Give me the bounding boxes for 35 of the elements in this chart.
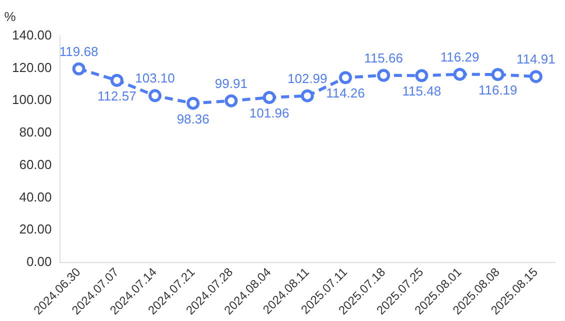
- data-label: 112.57: [98, 88, 136, 104]
- y-axis-title: %: [4, 9, 16, 24]
- data-label: 116.19: [478, 82, 518, 98]
- point: [377, 68, 390, 82]
- data-label: 99.91: [214, 76, 248, 91]
- point: [529, 70, 542, 84]
- point: [148, 89, 162, 102]
- y-tick-label: 20.00: [19, 222, 52, 237]
- data-label: 102.99: [288, 70, 328, 86]
- data-label: 116.29: [440, 49, 480, 64]
- data-label: 114.91: [516, 52, 556, 67]
- y-tick-label: 0.00: [26, 254, 52, 269]
- point: [491, 68, 504, 81]
- data-label: 98.36: [176, 111, 210, 126]
- data-label: 115.48: [402, 84, 442, 99]
- data-label: 119.68: [59, 44, 98, 59]
- data-label: 114.26: [326, 86, 365, 101]
- point: [110, 74, 124, 87]
- data-label: 103.10: [135, 70, 175, 86]
- data-label: 115.66: [364, 50, 403, 66]
- data-label: 101.96: [249, 106, 290, 121]
- y-tick-label: 120.00: [12, 60, 52, 75]
- y-tick-label: 40.00: [19, 189, 52, 204]
- y-tick-label: 80.00: [19, 124, 52, 140]
- y-tick-label: 140.00: [12, 28, 52, 43]
- point: [338, 71, 352, 84]
- point: [415, 69, 428, 82]
- point: [186, 96, 200, 110]
- y-tick-label: 60.00: [19, 156, 52, 172]
- point: [72, 62, 86, 76]
- point: [262, 91, 276, 104]
- point: [224, 94, 238, 108]
- point: [300, 89, 314, 102]
- point: [453, 68, 466, 81]
- y-tick-label: 100.00: [12, 92, 52, 108]
